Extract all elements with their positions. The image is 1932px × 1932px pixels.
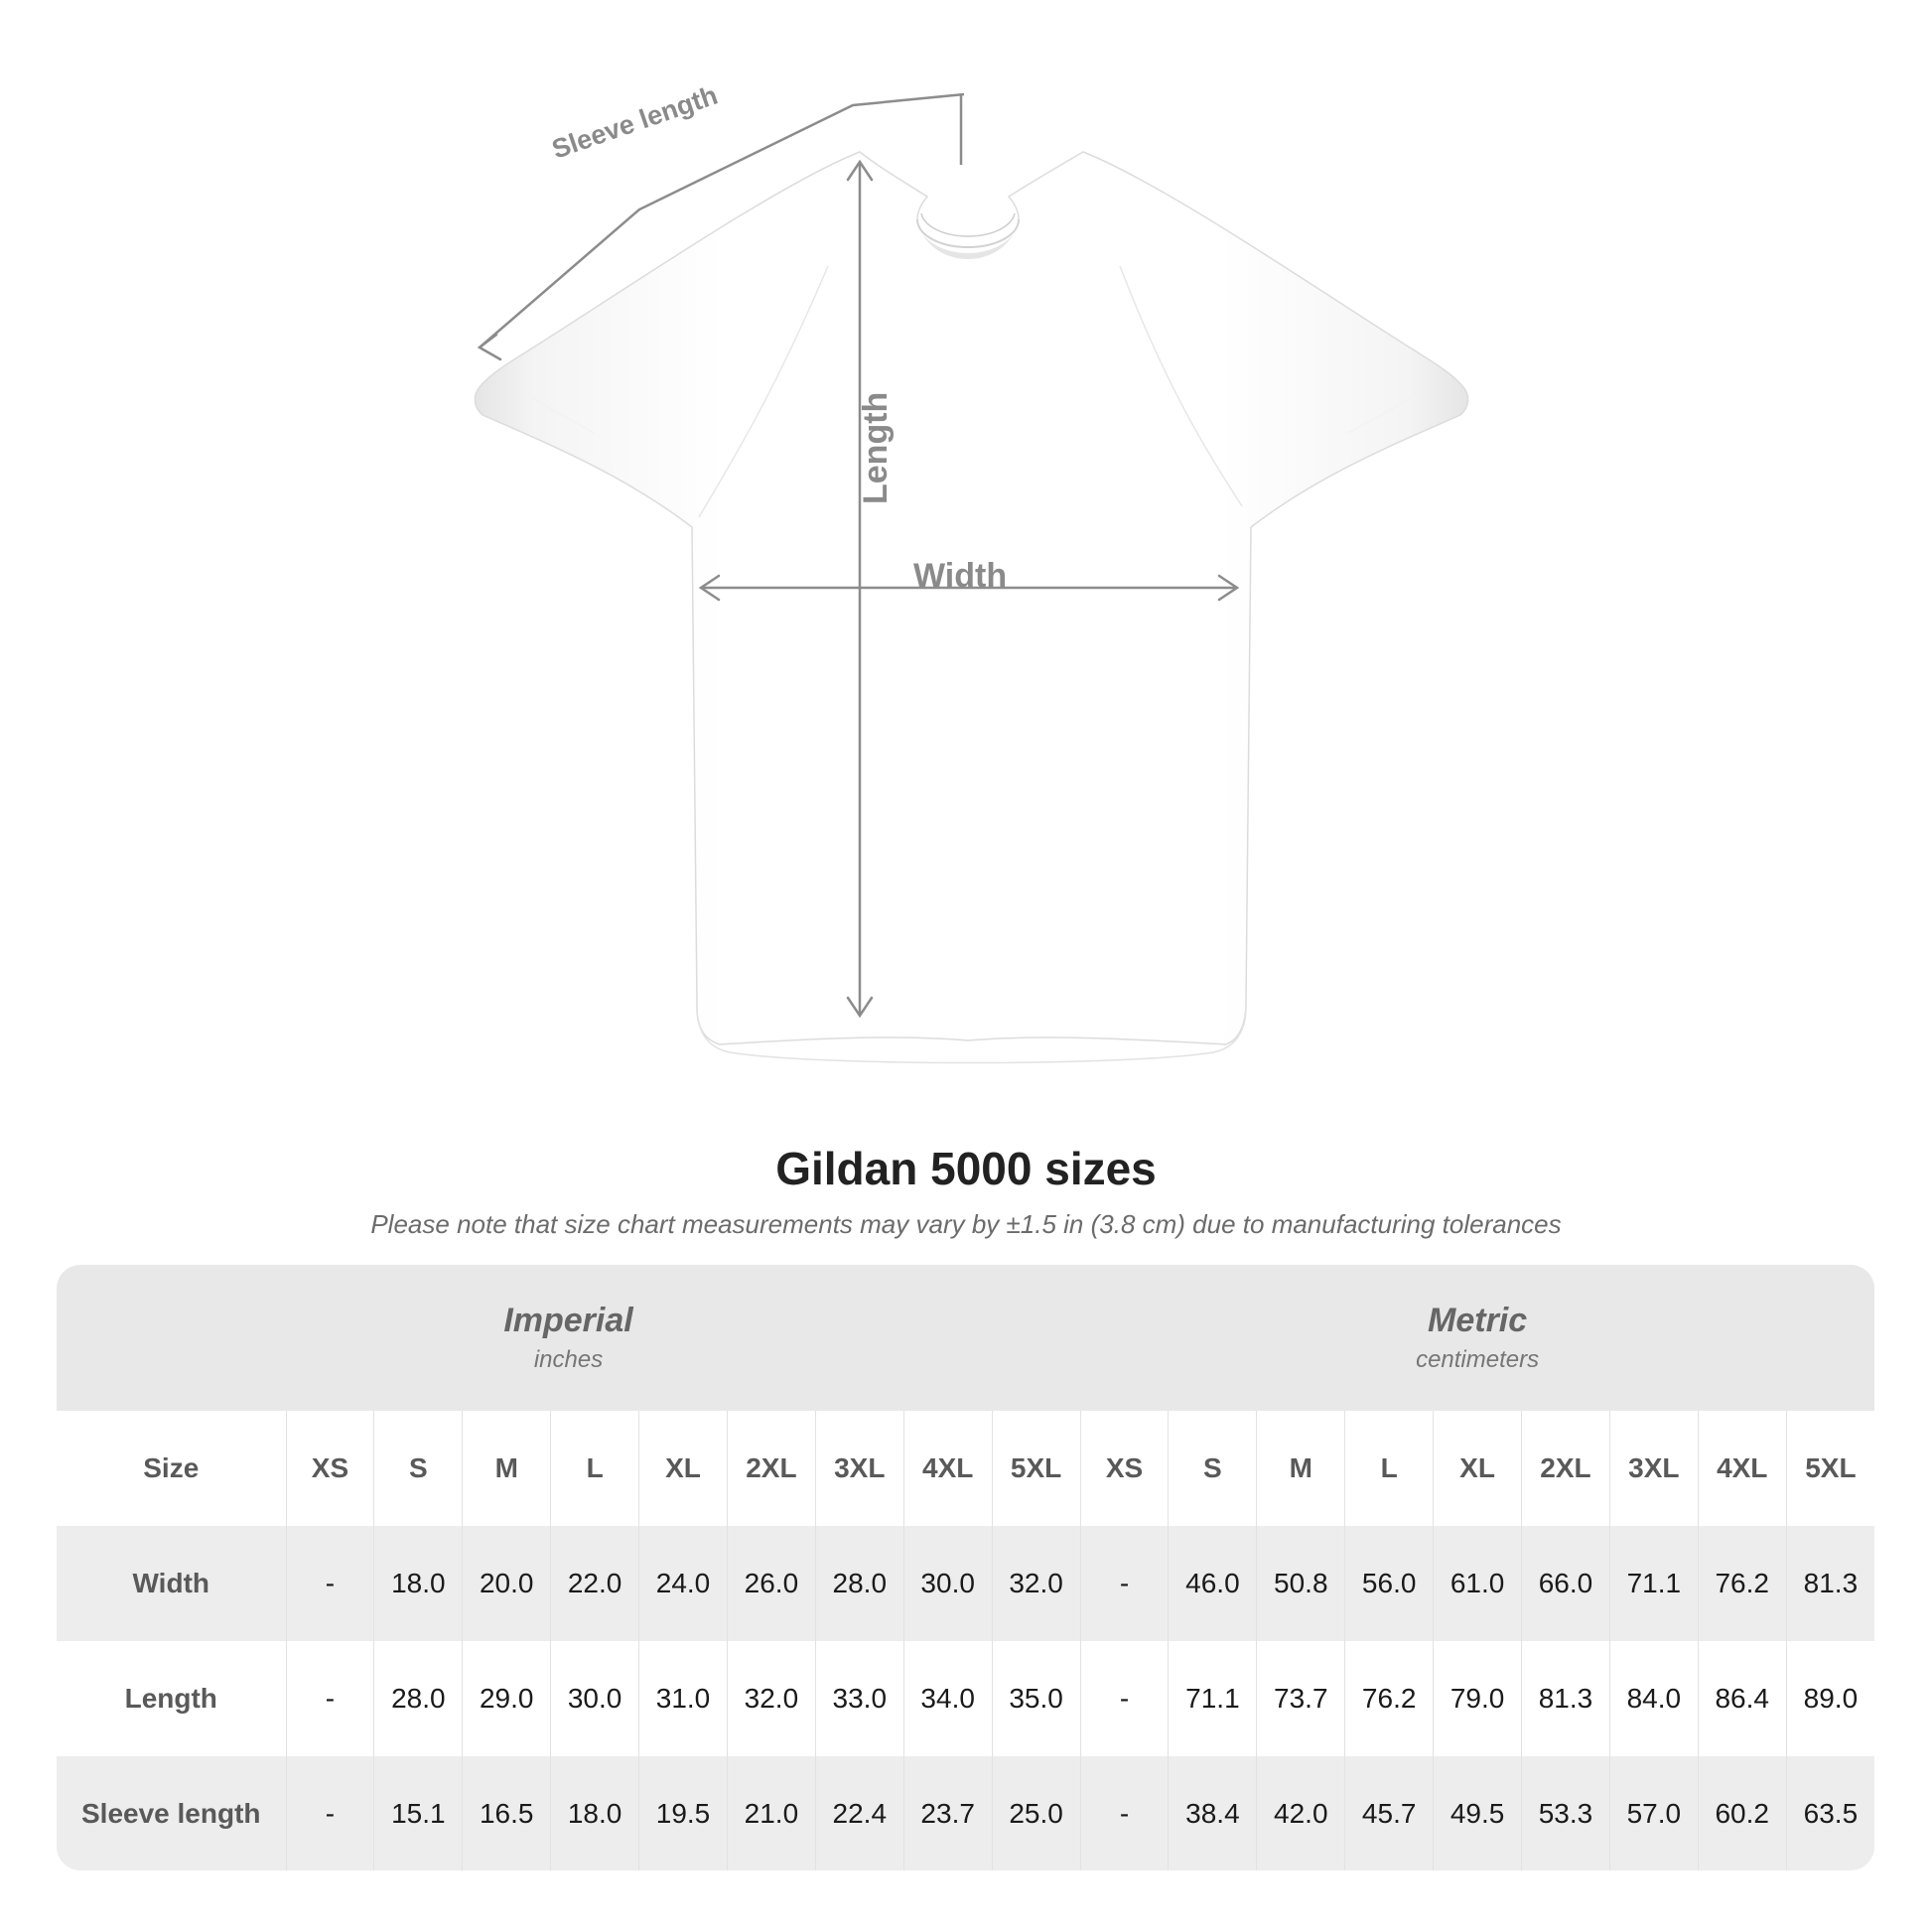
svg-text:Width: Width [913, 557, 1007, 595]
svg-text:Sleeve length: Sleeve length [548, 80, 721, 165]
svg-text:Length: Length [857, 392, 895, 504]
